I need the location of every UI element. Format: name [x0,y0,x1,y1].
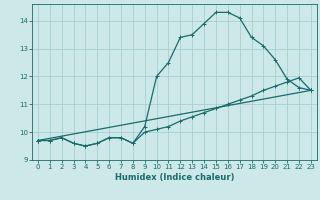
X-axis label: Humidex (Indice chaleur): Humidex (Indice chaleur) [115,173,234,182]
